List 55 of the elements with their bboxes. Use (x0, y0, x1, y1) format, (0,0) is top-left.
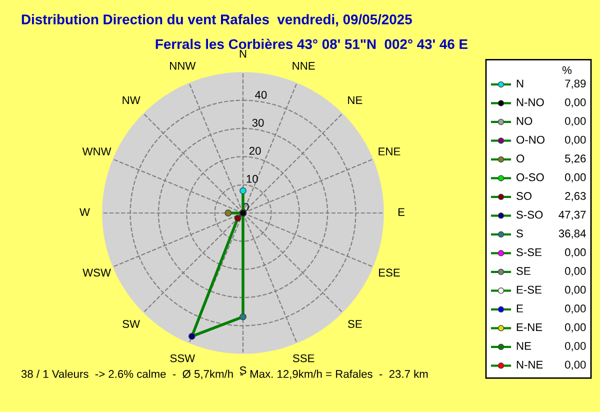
text: S-SE (516, 248, 542, 256)
spoke-label: WSW (82, 268, 111, 277)
spoke-label: NNW (170, 62, 196, 70)
text: 0,00 (565, 342, 586, 352)
spoke-label: NW (122, 96, 140, 104)
text: NE (516, 342, 531, 350)
text: NO (516, 117, 532, 125)
chart-subtitle: Ferrals les Corbières 43° 08' 51"N 002° 43' 46 E (156, 38, 468, 50)
spoke-label: SSW (170, 354, 196, 362)
text: N-NO (516, 98, 544, 106)
spoke-label: NE (348, 96, 362, 104)
spoke-label: NNE (292, 62, 315, 70)
text: N (516, 80, 524, 88)
text: 7,89 (565, 80, 586, 89)
text: 0,00 (565, 173, 586, 182)
text: S (516, 230, 523, 238)
text: 0,00 (565, 286, 586, 295)
text: 47,37 (558, 210, 586, 220)
spoke-label: ESE (379, 268, 400, 277)
text: 0,00 (565, 360, 586, 370)
text: 5,26 (565, 154, 586, 164)
text: O-SO (516, 173, 544, 182)
text: 0,00 (565, 323, 586, 332)
text: 2,63 (565, 192, 586, 202)
spoke-label: S (240, 366, 246, 374)
spoke-label: SSE (292, 354, 314, 362)
text: SO (516, 192, 532, 200)
chart-title: Distribution Direction du vent Rafales vendredi, 09/05/2025 (22, 14, 412, 26)
text: E-NE (516, 323, 542, 332)
text: E-SE (516, 286, 542, 294)
text: SE (516, 267, 530, 275)
text: O-NO (516, 136, 544, 144)
spoke-label: E (398, 208, 404, 216)
text: 0,00 (565, 136, 586, 145)
text: 0,00 (565, 267, 586, 276)
spoke-label: N (240, 50, 246, 58)
y-tick-label: 30 (252, 118, 264, 127)
spoke-label: SW (122, 320, 140, 328)
text: E (516, 304, 523, 312)
text: 0,00 (565, 248, 586, 258)
text: S-SO (516, 210, 543, 219)
text: 0,00 (565, 304, 586, 314)
y-tick-label: 40 (255, 90, 267, 99)
spoke-label: WNW (82, 148, 112, 156)
spoke-label: SE (348, 320, 362, 328)
spoke-label: ENE (378, 148, 400, 156)
text: 36,84 (558, 230, 586, 239)
spoke-label: W (80, 208, 90, 216)
text: O (516, 154, 524, 162)
text: 0,00 (565, 98, 586, 108)
y-tick-label: 10 (246, 174, 258, 183)
text: 0,00 (565, 117, 586, 126)
legend-title: % (562, 66, 572, 74)
text: N-NE (516, 360, 543, 369)
y-tick-label: 20 (249, 146, 261, 155)
